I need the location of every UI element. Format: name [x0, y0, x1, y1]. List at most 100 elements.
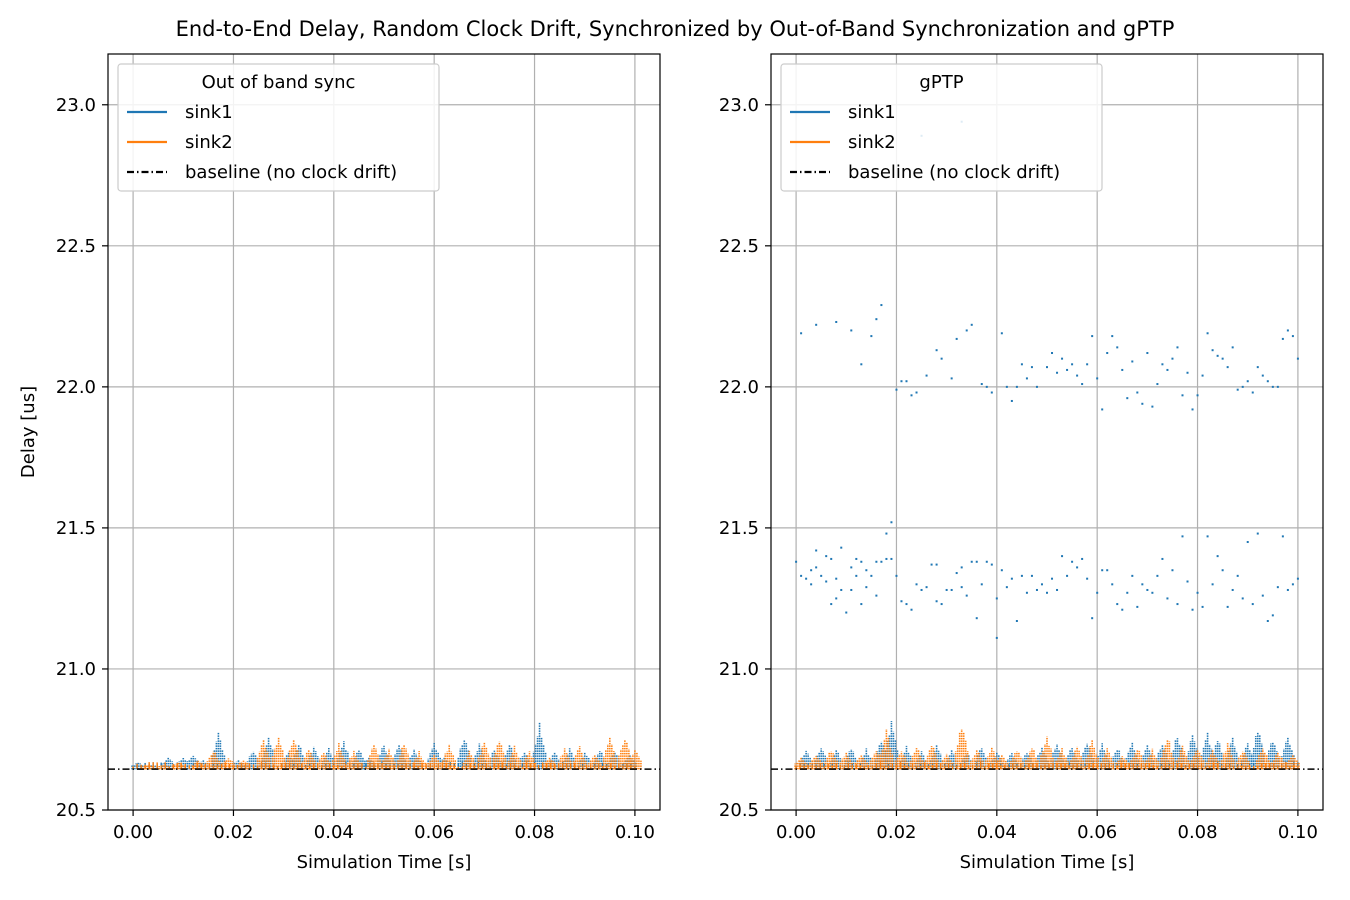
- data-point: [1161, 363, 1164, 366]
- data-point: [1146, 352, 1149, 355]
- data-point: [1226, 605, 1229, 608]
- data-point: [1005, 586, 1008, 589]
- data-point: [840, 546, 843, 549]
- data-point: [1166, 368, 1169, 371]
- data-point: [1096, 591, 1099, 594]
- axes-frame: [770, 53, 1324, 811]
- data-point: [875, 594, 878, 597]
- data-point: [1286, 588, 1289, 591]
- data-point: [935, 349, 938, 352]
- data-point: [1046, 366, 1048, 369]
- data-point: [860, 603, 863, 606]
- data-point: [1136, 605, 1139, 608]
- legend-title: Out of band sync: [202, 72, 356, 93]
- data-point: [1226, 366, 1229, 369]
- data-point: [1261, 374, 1264, 377]
- x-tick-label: 0.08: [515, 822, 555, 843]
- x-tick-label: 0.06: [1077, 822, 1117, 843]
- data-point: [1196, 591, 1199, 594]
- legend-box: [780, 63, 1103, 192]
- data-point: [1241, 385, 1244, 388]
- data-point: [1046, 591, 1048, 594]
- data-point: [945, 588, 948, 591]
- data-point: [810, 583, 813, 586]
- data-point: [1186, 371, 1189, 374]
- data-point: [1221, 357, 1224, 360]
- y-tick-label: 21.5: [719, 518, 759, 539]
- data-point: [1211, 349, 1214, 352]
- data-point: [1161, 557, 1164, 560]
- data-point: [1136, 391, 1139, 394]
- data-point: [950, 588, 953, 591]
- data-point: [900, 600, 903, 603]
- data-point: [825, 555, 828, 558]
- x-tick-label: 0.04: [977, 822, 1017, 843]
- data-point: [1081, 557, 1084, 560]
- data-point: [810, 569, 813, 572]
- data-point: [1116, 346, 1119, 349]
- legend-entry-label: sink1: [848, 102, 896, 123]
- data-point: [1051, 352, 1054, 355]
- y-tick-label: 21.5: [56, 518, 96, 539]
- legend-title: gPTP: [919, 72, 963, 93]
- data-point: [1066, 368, 1069, 371]
- data-point: [915, 583, 918, 586]
- data-point: [1015, 385, 1018, 388]
- data-point: [1131, 574, 1134, 577]
- data-point: [860, 560, 863, 563]
- data-point: [940, 357, 943, 360]
- x-tick-label: 0.00: [776, 822, 816, 843]
- data-point: [880, 560, 883, 563]
- data-point: [1111, 335, 1114, 338]
- data-point: [1025, 591, 1028, 594]
- data-point: [1000, 569, 1003, 572]
- data-point: [805, 577, 808, 580]
- data-point: [1236, 388, 1239, 391]
- data-point: [1126, 591, 1129, 594]
- data-point: [1106, 352, 1109, 355]
- data-point: [1281, 535, 1284, 538]
- data-point: [1051, 577, 1054, 580]
- data-point: [1271, 385, 1274, 388]
- data-point: [1246, 541, 1249, 544]
- data-point: [1266, 380, 1269, 383]
- data-point: [960, 586, 963, 589]
- data-point: [1111, 583, 1114, 586]
- data-point: [955, 337, 958, 340]
- data-point: [1141, 583, 1144, 586]
- data-point: [1296, 577, 1299, 580]
- data-point: [990, 391, 993, 394]
- data-point: [1151, 591, 1154, 594]
- data-point: [1191, 608, 1194, 611]
- y-tick-label: 23.0: [719, 95, 759, 116]
- data-point: [1116, 603, 1119, 606]
- data-point: [1156, 574, 1159, 577]
- x-axis-label: Simulation Time [s]: [297, 852, 472, 873]
- x-tick-label: 0.00: [113, 822, 153, 843]
- data-point: [1005, 385, 1008, 388]
- data-point: [1101, 408, 1104, 411]
- data-point: [955, 572, 958, 575]
- data-point: [870, 574, 873, 577]
- data-point: [1010, 399, 1013, 402]
- data-point: [1206, 332, 1209, 335]
- data-point: [830, 603, 833, 606]
- data-point: [850, 566, 853, 569]
- legend: Out of band sync sink1 sink2 baseline (no c…: [117, 63, 440, 192]
- data-point: [1081, 383, 1084, 386]
- legend-entry-label: baseline (no clock drift): [848, 162, 1060, 183]
- data-point: [815, 566, 818, 569]
- data-point: [1121, 608, 1124, 611]
- data-point: [845, 611, 848, 614]
- data-point: [1251, 391, 1254, 394]
- data-point: [1096, 377, 1099, 380]
- data-point: [985, 385, 988, 388]
- data-point: [1030, 574, 1033, 577]
- data-point: [1156, 383, 1159, 386]
- data-point: [1296, 357, 1299, 360]
- data-point: [1291, 335, 1294, 338]
- data-point: [865, 586, 868, 589]
- data-point: [1261, 594, 1264, 597]
- data-point: [1181, 394, 1184, 397]
- data-point: [990, 563, 993, 566]
